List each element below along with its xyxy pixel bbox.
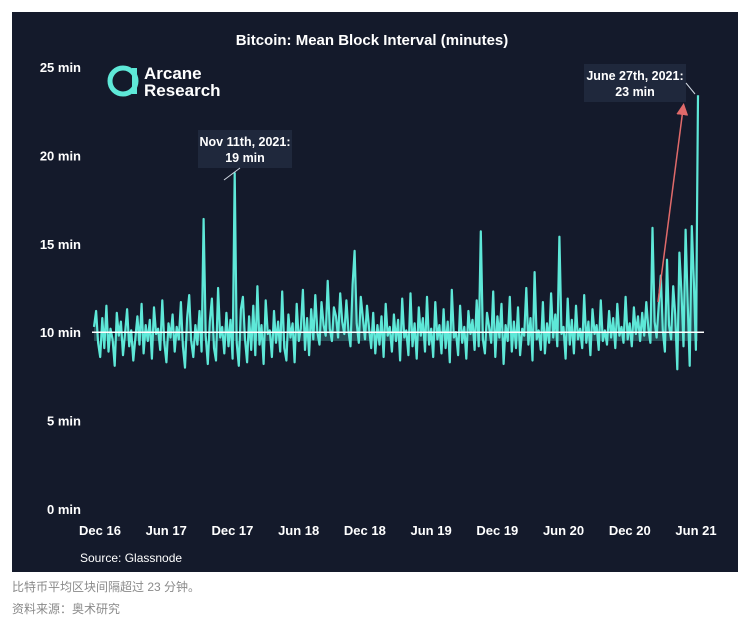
annotation-nov-value: 19 min: [225, 151, 265, 165]
x-tick-label: Jun 21: [675, 523, 716, 538]
caption-source: 资料来源：奥术研究: [12, 602, 121, 616]
y-tick-label: 25 min: [40, 60, 81, 75]
chart-svg: Bitcoin: Mean Block Interval (minutes) A…: [40, 32, 717, 565]
annotation-jun-text: June 27th, 2021:: [586, 69, 683, 83]
annotation-nov-label: Nov 11th, 2021:: [199, 135, 290, 149]
caption-text: 比特币平均区块间隔超过 23 分钟。: [12, 580, 201, 594]
x-tick-label: Dec 17: [211, 523, 253, 538]
chart-source: Source: Glassnode: [80, 551, 182, 565]
annotation-nov-pointer: [223, 167, 241, 181]
plot-area: [92, 95, 700, 371]
y-axis: 0 min 5 min 10 min 15 min 20 min 25 min: [40, 60, 81, 517]
annotation-jun-pointer: [685, 82, 696, 95]
annotation-jun-label: June 27th, 2021:: [586, 69, 683, 83]
annotation-nov-text: Nov 11th, 2021:: [199, 135, 290, 149]
annotation-jun-value: 23 min: [615, 85, 655, 99]
logo-line1: Arcane: [144, 64, 202, 83]
arcane-logo: Arcane Research: [107, 64, 221, 100]
annotation-jun-box: [584, 64, 686, 102]
x-tick-label: Dec 20: [609, 523, 651, 538]
trend-arrow: [657, 103, 689, 303]
logo-mark-stem-icon: [132, 68, 137, 94]
chart-title: Bitcoin: Mean Block Interval (minutes): [236, 32, 509, 49]
x-tick-label: Jun 17: [146, 523, 187, 538]
chart-panel: Bitcoin: Mean Block Interval (minutes) A…: [12, 12, 738, 572]
x-tick-label: Jun 20: [543, 523, 584, 538]
logo-line2: Research: [144, 81, 221, 100]
y-tick-label: 0 min: [47, 502, 81, 517]
y-tick-label: 15 min: [40, 237, 81, 252]
annotations: Nov 11th, 2021: 19 min June 27th, 2021: …: [198, 64, 696, 303]
x-tick-label: Dec 19: [476, 523, 518, 538]
y-tick-label: 20 min: [40, 148, 81, 163]
x-tick-label: Jun 18: [278, 523, 319, 538]
series-line: [92, 95, 700, 371]
x-tick-label: Jun 19: [411, 523, 452, 538]
x-tick-label: Dec 16: [79, 523, 121, 538]
x-tick-label: Dec 18: [344, 523, 386, 538]
y-tick-label: 5 min: [47, 414, 81, 429]
x-axis: Dec 16 Jun 17 Dec 17 Jun 18 Dec 18 Jun 19 Dec …: [79, 523, 717, 538]
y-tick-label: 10 min: [40, 325, 81, 340]
annotation-nov-box: [198, 130, 292, 168]
